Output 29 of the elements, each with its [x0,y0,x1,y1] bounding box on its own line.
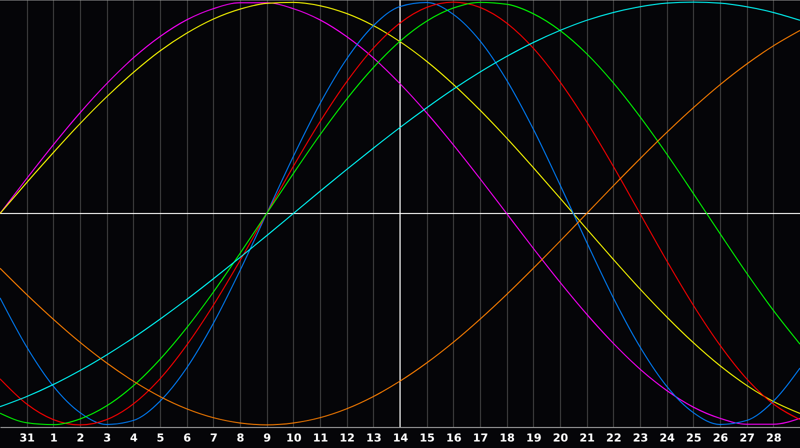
x-tick-label: 20 [552,432,568,444]
x-tick-label: 7 [210,432,218,444]
x-tick-label: 19 [526,432,542,444]
x-tick-label: 15 [420,432,435,444]
x-tick-label: 8 [236,432,244,444]
x-tick-label: 17 [472,432,488,444]
x-tick-label: 4 [130,432,138,444]
x-tick-label: 25 [686,432,702,444]
x-tick-label: 26 [712,432,728,444]
x-tick-label: 2 [76,432,84,444]
x-tick-label: 28 [766,432,782,444]
x-tick-label: 24 [660,432,676,444]
x-tick-label: 3 [103,432,111,444]
x-tick-label: 21 [580,432,595,444]
x-tick-label: 27 [740,432,755,444]
x-tick-label: 23 [632,432,648,444]
x-tick-label: 6 [183,432,192,444]
x-tick-label: 11 [312,432,328,444]
x-tick-label: 12 [340,432,355,444]
x-tick-label: 5 [156,432,164,444]
x-tick-label: 31 [20,432,35,444]
x-tick-label: 9 [263,432,271,444]
x-tick-label: 18 [500,432,515,444]
x-tick-label: 22 [606,432,622,444]
x-tick-label: 16 [446,432,462,444]
x-tick-label: 13 [366,432,382,444]
x-tick-label: 14 [392,432,408,444]
x-tick-label: 10 [286,432,302,444]
x-tick-label: 1 [50,432,58,444]
